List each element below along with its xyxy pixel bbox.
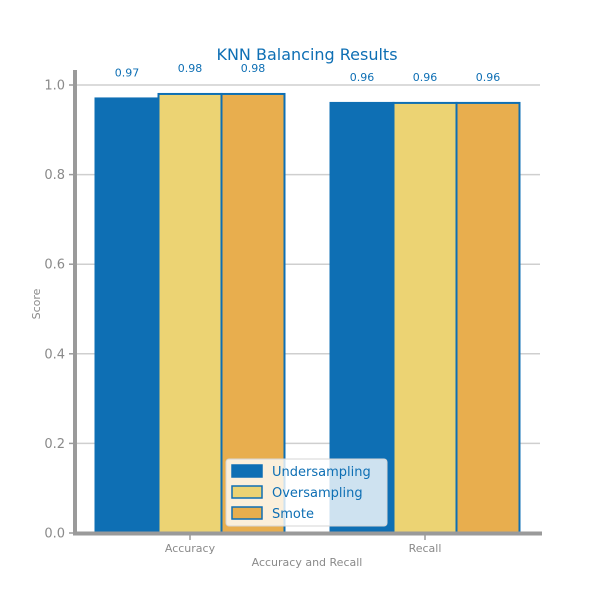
legend-box [225, 458, 388, 527]
legend-swatch [231, 464, 263, 478]
bar-oversampling-recall [392, 101, 458, 534]
bar-undersampling-accuracy [94, 97, 160, 534]
y-tick-label: 0.4 [44, 347, 65, 362]
legend-label: Undersampling [272, 465, 371, 480]
y-tick-label: 0.8 [44, 168, 65, 183]
x-tick-labels: Accuracy Recall [165, 535, 442, 555]
data-label: 0.98 [241, 62, 266, 75]
legend-label: Oversampling [272, 486, 363, 501]
bars [94, 92, 521, 535]
y-tick-labels: 0.0 0.2 0.4 0.6 0.8 1.0 [44, 79, 75, 542]
legend: Undersampling Oversampling Smote [225, 458, 388, 527]
data-labels: 0.97 0.98 0.98 0.96 0.96 0.96 [115, 62, 501, 84]
data-label: 0.97 [115, 66, 140, 79]
x-tick-label: Recall [409, 542, 442, 555]
x-axis-label: Accuracy and Recall [252, 556, 363, 569]
legend-label: Smote [272, 507, 314, 522]
y-tick-label: 0.0 [44, 527, 65, 542]
data-label: 0.98 [178, 62, 203, 75]
x-tick-label: Accuracy [165, 542, 216, 555]
bar-oversampling-accuracy [157, 92, 223, 535]
legend-swatch [231, 506, 263, 520]
y-tick-label: 1.0 [44, 79, 65, 94]
data-label: 0.96 [476, 71, 501, 84]
data-label: 0.96 [350, 71, 375, 84]
chart-title: KNN Balancing Results [216, 45, 397, 64]
legend-swatch [231, 485, 263, 499]
y-axis-label: Score [30, 288, 43, 319]
y-tick-label: 0.2 [44, 437, 65, 452]
y-tick-label: 0.6 [44, 258, 65, 273]
data-label: 0.96 [413, 71, 438, 84]
axes [73, 70, 542, 536]
bar-smote-recall [455, 101, 521, 534]
